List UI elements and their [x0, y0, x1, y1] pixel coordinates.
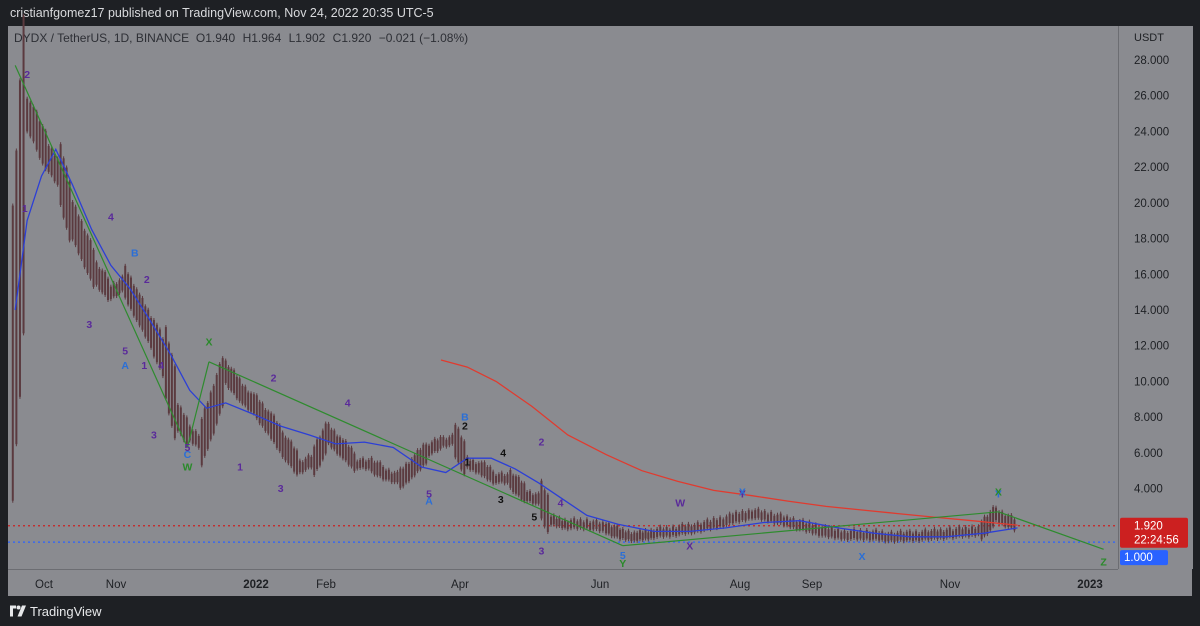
high-value: 1.964: [251, 31, 282, 45]
symbol-legend: DYDX / TetherUS, 1D, BINANCE O1.940 H1.9…: [14, 31, 472, 45]
tradingview-logo-icon[interactable]: [10, 605, 26, 617]
high-label: H: [242, 31, 252, 45]
close-label: C: [332, 31, 342, 45]
open-label: O: [195, 31, 206, 45]
open-value: 1.940: [205, 31, 236, 45]
close-value: 1.920: [341, 31, 372, 45]
tradingview-brand[interactable]: TradingView: [30, 604, 102, 619]
low-value: 1.902: [295, 31, 326, 45]
chart-pane[interactable]: [8, 26, 1192, 596]
price-axis[interactable]: [1118, 26, 1193, 569]
low-label: L: [288, 31, 296, 45]
footer: TradingView: [0, 596, 1200, 626]
change-value: −0.021 (−1.08%): [378, 31, 469, 45]
time-axis[interactable]: [8, 569, 1118, 597]
publish-bar: cristianfgomez17 published on TradingVie…: [0, 0, 1200, 26]
publish-info: cristianfgomez17 published on TradingVie…: [10, 6, 434, 20]
symbol-title[interactable]: DYDX / TetherUS, 1D, BINANCE: [14, 31, 190, 45]
